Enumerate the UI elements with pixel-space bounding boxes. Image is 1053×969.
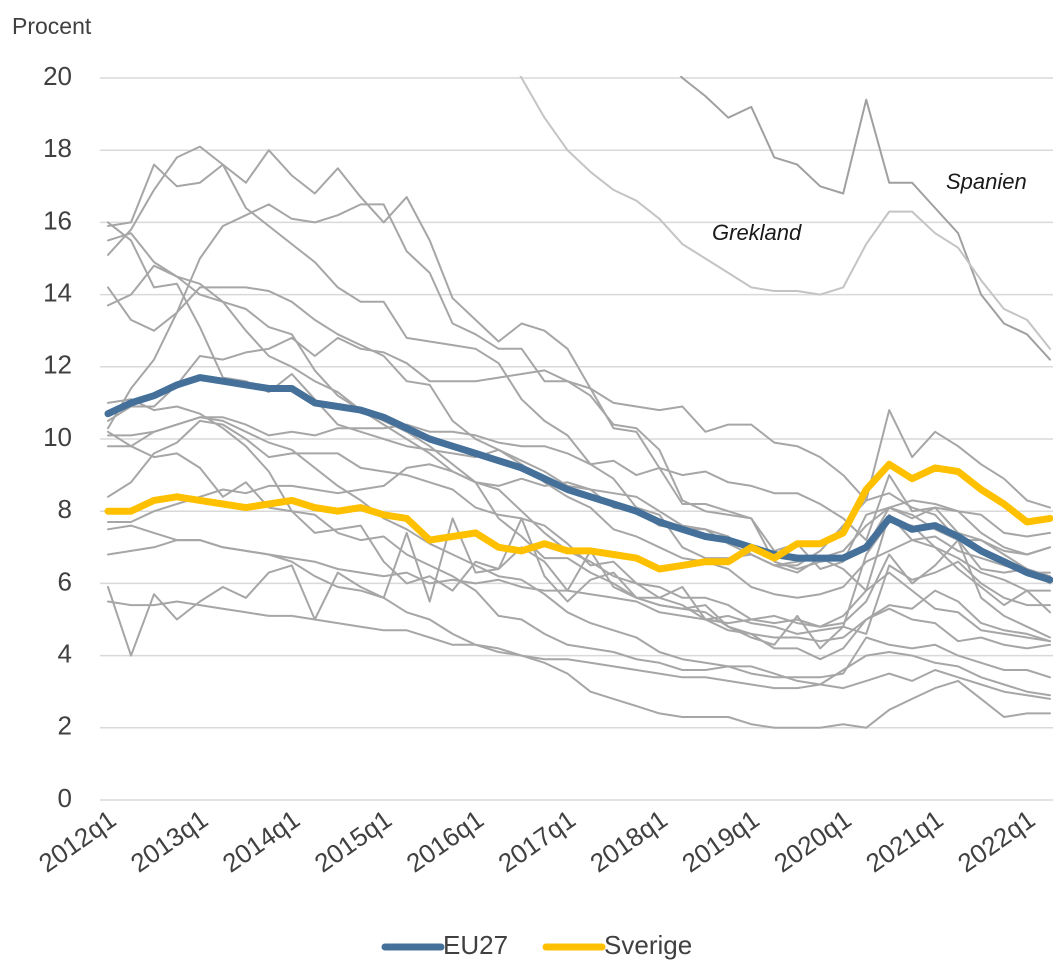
country-line	[107, 416, 1051, 542]
country-line	[107, 416, 1051, 700]
y-tick-label: 4	[58, 638, 72, 668]
country-line	[107, 264, 1051, 661]
y-axis-label: Procent	[12, 13, 92, 39]
country-line	[107, 336, 1051, 509]
y-tick-label: 0	[58, 783, 72, 813]
x-tick-label: 2018q1	[585, 804, 673, 878]
country-line	[107, 286, 1051, 599]
country-line	[107, 203, 1051, 585]
grid	[100, 77, 1053, 801]
country-line	[107, 232, 1051, 639]
country-line	[107, 463, 1051, 567]
x-tick-label: 2017q1	[493, 804, 581, 878]
country-line	[107, 600, 1051, 697]
x-tick-label: 2022q1	[952, 804, 1040, 878]
y-tick-label: 12	[43, 350, 72, 380]
country-line	[107, 539, 1051, 729]
x-tick-label: 2015q1	[309, 804, 397, 878]
annotation: Spanien	[946, 169, 1027, 194]
country-line	[107, 524, 1051, 643]
y-tick-label: 8	[58, 494, 72, 524]
x-tick-label: 2014q1	[217, 804, 305, 878]
country-line	[107, 419, 1051, 650]
annotation: Grekland	[712, 220, 802, 245]
y-tick-label: 10	[43, 422, 72, 452]
x-tick-label: 2020q1	[768, 804, 856, 878]
y-tick-label: 14	[43, 277, 72, 307]
x-tick-label: 2012q1	[33, 804, 121, 878]
legend-label: Sverige	[604, 930, 692, 960]
y-tick-label: 16	[43, 205, 72, 235]
x-tick-label: 2013q1	[125, 804, 213, 878]
country-line	[679, 76, 1051, 361]
country-line	[107, 430, 1051, 650]
country-line	[107, 398, 1051, 679]
y-tick-label: 2	[58, 711, 72, 741]
series-line	[104, 460, 1053, 573]
country-line	[107, 517, 1051, 657]
series-line	[104, 374, 1053, 584]
x-tick-label: 2019q1	[676, 804, 764, 878]
y-tick-label: 18	[43, 133, 72, 163]
y-tick-label: 20	[43, 61, 72, 91]
labels: 0 2 4 6 8 10 12 14 16 18 20 2012q1 2013q1 2014q1 2015q…	[33, 61, 1040, 960]
y-tick-label: 6	[58, 566, 72, 596]
legend-label: EU27	[443, 930, 508, 960]
x-tick-label: 2021q1	[860, 804, 948, 878]
x-tick-label: 2016q1	[401, 804, 489, 878]
plot-area	[104, 76, 1053, 729]
country-line	[519, 76, 1051, 350]
